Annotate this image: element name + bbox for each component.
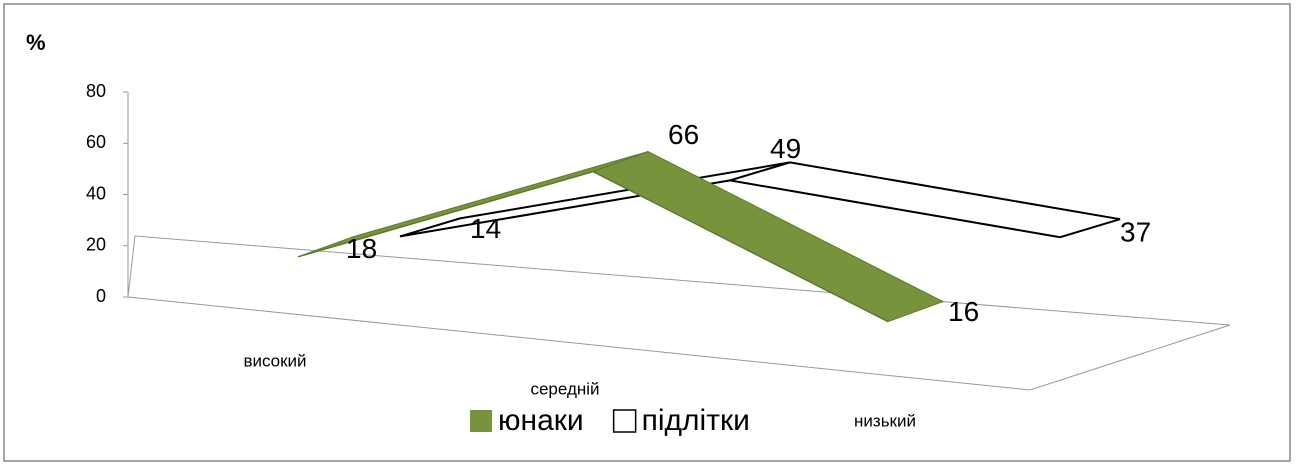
y-tick-label: 40 <box>86 183 106 203</box>
floor <box>127 235 1231 391</box>
series-line <box>297 170 889 323</box>
data-label: 37 <box>1120 217 1151 248</box>
y-tick-label: 20 <box>86 235 106 255</box>
y-tick-label: 80 <box>86 81 106 101</box>
data-label: 18 <box>346 233 377 264</box>
data-label: 14 <box>470 213 501 244</box>
x-tick-label: високий <box>243 351 306 370</box>
legend-label: підлітки <box>642 404 750 437</box>
y-tick-label: 60 <box>86 132 106 152</box>
axis-title: % <box>26 30 46 55</box>
chart-border <box>3 3 1291 462</box>
legend-label: юнаки <box>498 404 584 437</box>
y-tick-label: 0 <box>96 286 106 306</box>
series: 18 66 16 <box>297 119 979 327</box>
legend-swatch <box>612 409 637 433</box>
series: 14 49 37 <box>399 133 1151 248</box>
legend-swatch <box>470 410 492 432</box>
data-label: 49 <box>770 133 801 164</box>
x-tick-label: низький <box>854 411 916 430</box>
data-label: 66 <box>668 119 699 150</box>
series-line <box>399 179 1061 238</box>
x-tick-label: середній <box>530 379 599 398</box>
data-label: 16 <box>948 296 979 327</box>
